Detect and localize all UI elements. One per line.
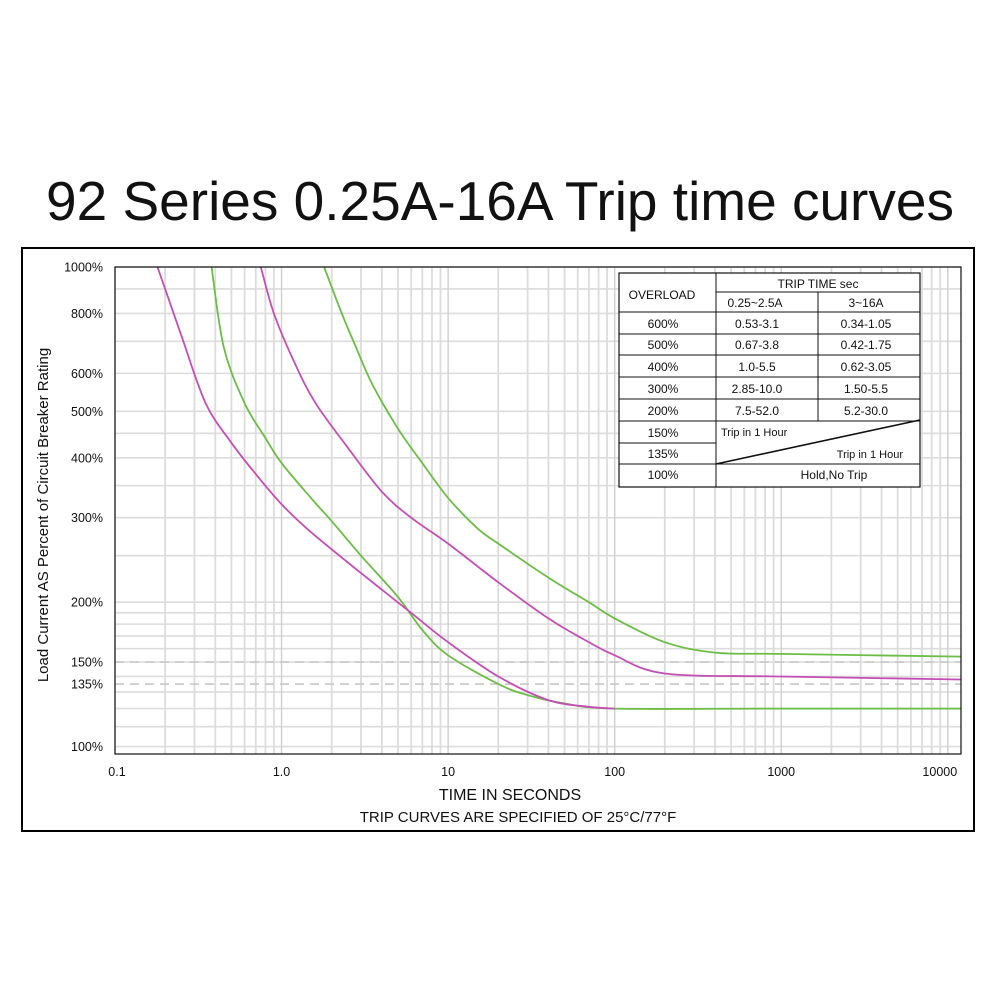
table-header-col2: 3~16A	[848, 296, 883, 310]
page-title: 92 Series 0.25A-16A Trip time curves	[46, 170, 954, 232]
y-tick-label: 400%	[71, 451, 103, 465]
y-tick-label: 800%	[71, 307, 103, 321]
table-row-100-overload: 100%	[648, 468, 679, 482]
x-tick-label: 1.0	[273, 765, 290, 779]
table-row-col2: 0.42-1.75	[841, 338, 892, 352]
table-row-col1: 1.0-5.5	[738, 360, 776, 374]
table-row-col1: 2.85-10.0	[732, 382, 783, 396]
table-row-overload: 200%	[648, 404, 679, 418]
table-row-135-overload: 135%	[648, 447, 679, 461]
table-header-trip-time: TRIP TIME sec	[778, 277, 859, 291]
table-row-150-overload: 150%	[648, 426, 679, 440]
plot-area-border	[114, 266, 962, 755]
table-header-overload: OVERLOAD	[629, 288, 696, 302]
chart-subtitle: TRIP CURVES ARE SPECIFIED OF 25°C/77°F	[360, 809, 677, 826]
table-row-overload: 400%	[648, 360, 679, 374]
reference-lines	[115, 661, 961, 685]
trip-time-table: OVERLOAD TRIP TIME sec 0.25~2.5A 3~16A 6…	[618, 272, 921, 488]
table-row-overload: 300%	[648, 382, 679, 396]
table-row-col2: 0.34-1.05	[841, 317, 892, 331]
x-tick-label: 100	[604, 765, 625, 779]
table-row-overload: 500%	[648, 338, 679, 352]
y-tick-label: 300%	[71, 511, 103, 525]
x-tick-labels: 0.1 1.0 10 100 1000 10000	[108, 765, 957, 779]
table-row-col1: 0.53-3.1	[735, 317, 779, 331]
table-rules	[619, 273, 921, 487]
chart-frame	[21, 247, 975, 832]
table-diagonal	[715, 419, 921, 465]
y-tick-label: 600%	[71, 367, 103, 381]
table-rows: 600% 0.53-3.1 0.34-1.05 500% 0.67-3.8 0.42-1.…	[648, 317, 892, 418]
series-line-4-green	[323, 266, 962, 658]
major-gridlines	[114, 267, 949, 754]
x-tick-label: 1000	[767, 765, 795, 779]
y-axis-label: Load Current AS Percent of Circuit Break…	[35, 348, 52, 682]
series-line-3-magenta	[259, 266, 962, 681]
y-tick-label: 1000%	[64, 261, 103, 275]
y-tick-label: 200%	[71, 596, 103, 610]
y-tick-label: 135%	[71, 678, 103, 692]
table-row-150-text: Trip in 1 Hour	[721, 427, 788, 439]
y-tick-label: 100%	[71, 740, 103, 754]
x-tick-label: 0.1	[108, 765, 125, 779]
x-tick-label: 10000	[922, 765, 957, 779]
table-row-col1: 0.67-3.8	[735, 338, 779, 352]
table-row-col2: 0.62-3.05	[841, 360, 892, 374]
table-border	[618, 272, 921, 488]
table-header-col1: 0.25~2.5A	[727, 296, 782, 310]
y-tick-labels: 100% 135% 150% 200% 300% 400% 500% 600% 800% 1000…	[64, 261, 103, 755]
table-row-overload: 600%	[648, 317, 679, 331]
y-tick-label: 500%	[71, 405, 103, 419]
x-axis-label: TIME IN SECONDS	[439, 787, 581, 804]
series-layer	[156, 266, 962, 710]
table-row-col2: 1.50-5.5	[844, 382, 888, 396]
table-row-col2: 5.2-30.0	[844, 404, 888, 418]
y-tick-label: 150%	[71, 656, 103, 670]
table-row-col1: 7.5-52.0	[735, 404, 779, 418]
table-row-135-text: Trip in 1 Hour	[837, 449, 904, 461]
series-line-2-magenta	[156, 266, 615, 710]
table-row-100-text: Hold,No Trip	[801, 468, 868, 482]
x-tick-label: 10	[441, 765, 455, 779]
